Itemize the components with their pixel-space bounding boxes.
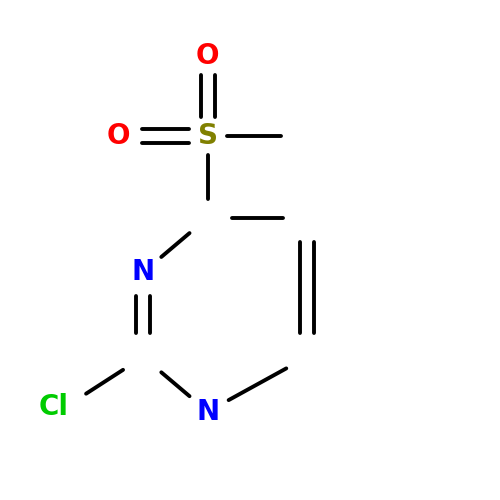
- Text: S: S: [198, 122, 218, 150]
- Text: Cl: Cl: [38, 392, 68, 420]
- Text: O: O: [106, 122, 130, 150]
- Text: N: N: [132, 258, 154, 286]
- Text: N: N: [196, 398, 220, 425]
- Text: O: O: [196, 42, 220, 70]
